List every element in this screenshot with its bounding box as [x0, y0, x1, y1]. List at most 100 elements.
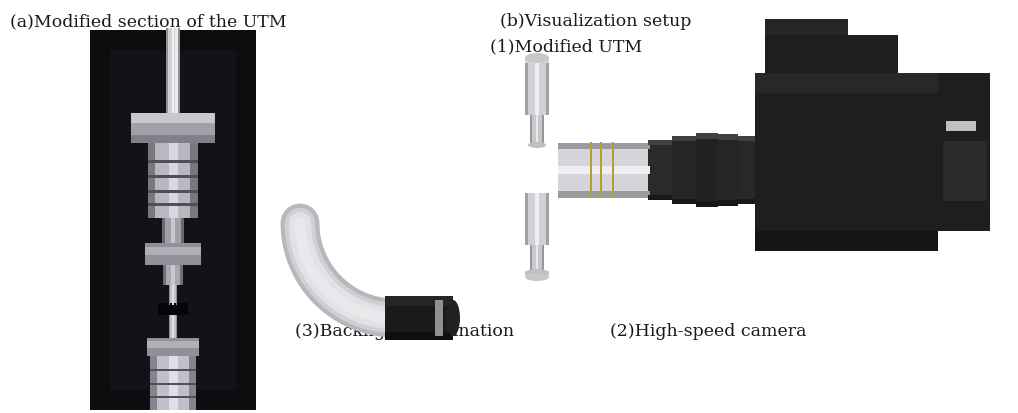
Bar: [385, 296, 453, 306]
Bar: [171, 265, 175, 285]
Bar: [535, 58, 539, 115]
Bar: [525, 58, 549, 63]
Bar: [172, 285, 174, 305]
Bar: [696, 201, 718, 207]
Bar: [525, 58, 549, 115]
Bar: [171, 218, 175, 243]
Bar: [172, 28, 174, 113]
Bar: [558, 166, 651, 174]
Bar: [648, 195, 672, 200]
Bar: [530, 115, 544, 145]
Bar: [385, 332, 453, 340]
Ellipse shape: [525, 273, 549, 281]
Bar: [435, 300, 443, 336]
Bar: [145, 247, 201, 255]
Bar: [147, 341, 199, 348]
Bar: [148, 190, 197, 193]
Bar: [148, 143, 197, 218]
Bar: [672, 136, 696, 204]
Bar: [176, 315, 177, 338]
Bar: [148, 203, 197, 206]
Bar: [169, 285, 170, 305]
Bar: [558, 142, 651, 197]
Bar: [150, 356, 157, 410]
Bar: [672, 136, 696, 141]
Bar: [148, 175, 197, 178]
Bar: [648, 140, 672, 145]
Bar: [718, 200, 738, 206]
Ellipse shape: [446, 300, 460, 336]
Bar: [131, 113, 215, 123]
Bar: [525, 193, 528, 245]
Bar: [696, 133, 718, 207]
Bar: [131, 135, 215, 143]
Bar: [765, 35, 898, 73]
Text: (b)Visualization setup: (b)Visualization setup: [500, 13, 691, 30]
Bar: [162, 218, 184, 243]
Text: (2)High-speed camera: (2)High-speed camera: [610, 323, 806, 340]
Bar: [946, 121, 976, 131]
Bar: [718, 134, 738, 206]
Bar: [543, 115, 544, 145]
Bar: [150, 356, 196, 410]
Bar: [755, 73, 938, 93]
Bar: [158, 303, 188, 315]
Bar: [535, 193, 539, 245]
Bar: [938, 73, 989, 231]
Bar: [169, 315, 177, 338]
Bar: [172, 315, 174, 338]
Ellipse shape: [528, 142, 546, 148]
Bar: [110, 50, 236, 390]
Bar: [162, 218, 165, 243]
Bar: [145, 243, 201, 265]
Bar: [525, 193, 549, 245]
Bar: [600, 142, 602, 198]
Ellipse shape: [525, 269, 549, 277]
Bar: [163, 265, 166, 285]
Bar: [190, 143, 197, 218]
Bar: [718, 134, 738, 140]
Bar: [543, 245, 544, 273]
Bar: [648, 140, 672, 200]
Bar: [131, 113, 215, 143]
Bar: [176, 285, 177, 305]
Bar: [738, 136, 755, 204]
Bar: [696, 133, 718, 139]
Bar: [943, 141, 987, 201]
Bar: [558, 191, 651, 197]
Bar: [166, 28, 168, 113]
Bar: [525, 271, 549, 277]
Bar: [189, 356, 196, 410]
Bar: [150, 396, 196, 398]
Bar: [530, 245, 531, 273]
Bar: [765, 19, 848, 35]
Bar: [530, 115, 531, 145]
Bar: [738, 199, 755, 204]
Bar: [385, 296, 453, 340]
Bar: [590, 142, 592, 198]
Bar: [181, 218, 184, 243]
Bar: [755, 73, 938, 251]
Bar: [755, 231, 938, 251]
Bar: [169, 143, 178, 218]
Bar: [536, 245, 539, 273]
Bar: [150, 368, 196, 371]
Bar: [180, 265, 183, 285]
Bar: [148, 143, 156, 218]
Bar: [178, 28, 180, 113]
Bar: [90, 30, 256, 410]
Bar: [612, 142, 614, 198]
Bar: [525, 58, 528, 115]
Bar: [546, 58, 549, 115]
Text: (a)Modified section of the UTM: (a)Modified section of the UTM: [10, 13, 287, 30]
Bar: [546, 193, 549, 245]
Bar: [169, 315, 170, 338]
Bar: [536, 115, 539, 145]
Bar: [672, 199, 696, 204]
Bar: [163, 265, 183, 285]
Bar: [530, 245, 544, 273]
Bar: [175, 28, 178, 113]
Bar: [166, 28, 180, 113]
Bar: [147, 338, 199, 356]
Text: (1)Modified UTM: (1)Modified UTM: [490, 38, 642, 55]
